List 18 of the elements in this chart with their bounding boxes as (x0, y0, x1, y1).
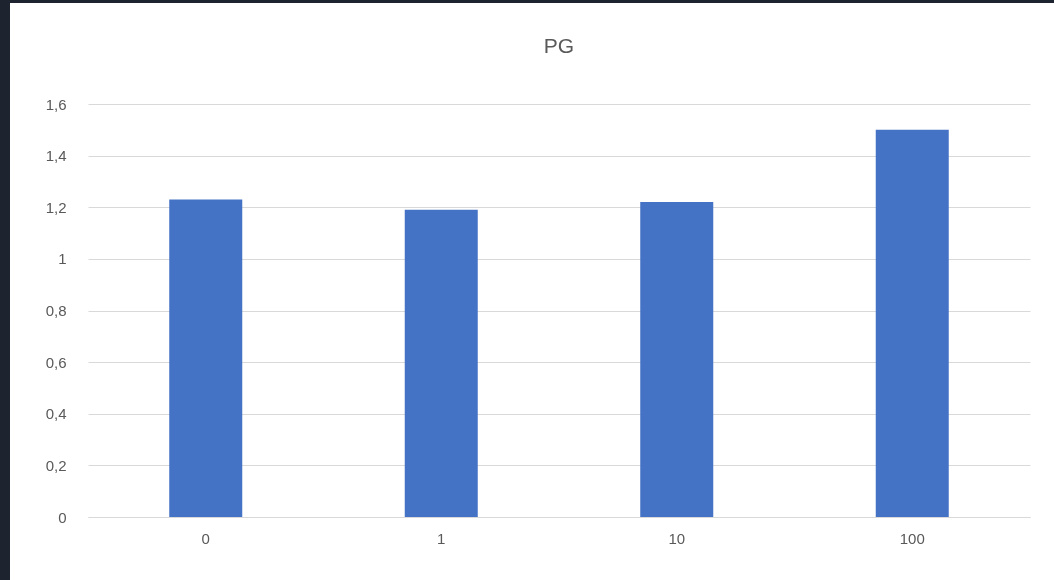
y-tick-label: 1,2 (45, 198, 67, 216)
y-tick-label: 0 (58, 508, 67, 526)
x-tick-label: 10 (668, 529, 686, 547)
x-tick-label: 0 (201, 529, 210, 547)
bar (640, 202, 714, 517)
y-tick-label: 0,4 (45, 405, 67, 423)
y-tick-label: 1,4 (45, 147, 67, 165)
x-tick-label: 1 (437, 529, 446, 547)
bar (404, 209, 478, 517)
x-tick-label: 100 (899, 529, 925, 547)
y-tick-label: 0,8 (45, 302, 67, 319)
y-tick-label: 1,6 (45, 95, 67, 113)
bar (169, 199, 243, 517)
y-tick-label: 0,2 (45, 456, 67, 474)
bar (875, 129, 949, 517)
chart-title: PG (543, 34, 575, 57)
y-tick-label: 1 (58, 250, 67, 268)
y-tick-label: 0,6 (45, 353, 67, 371)
